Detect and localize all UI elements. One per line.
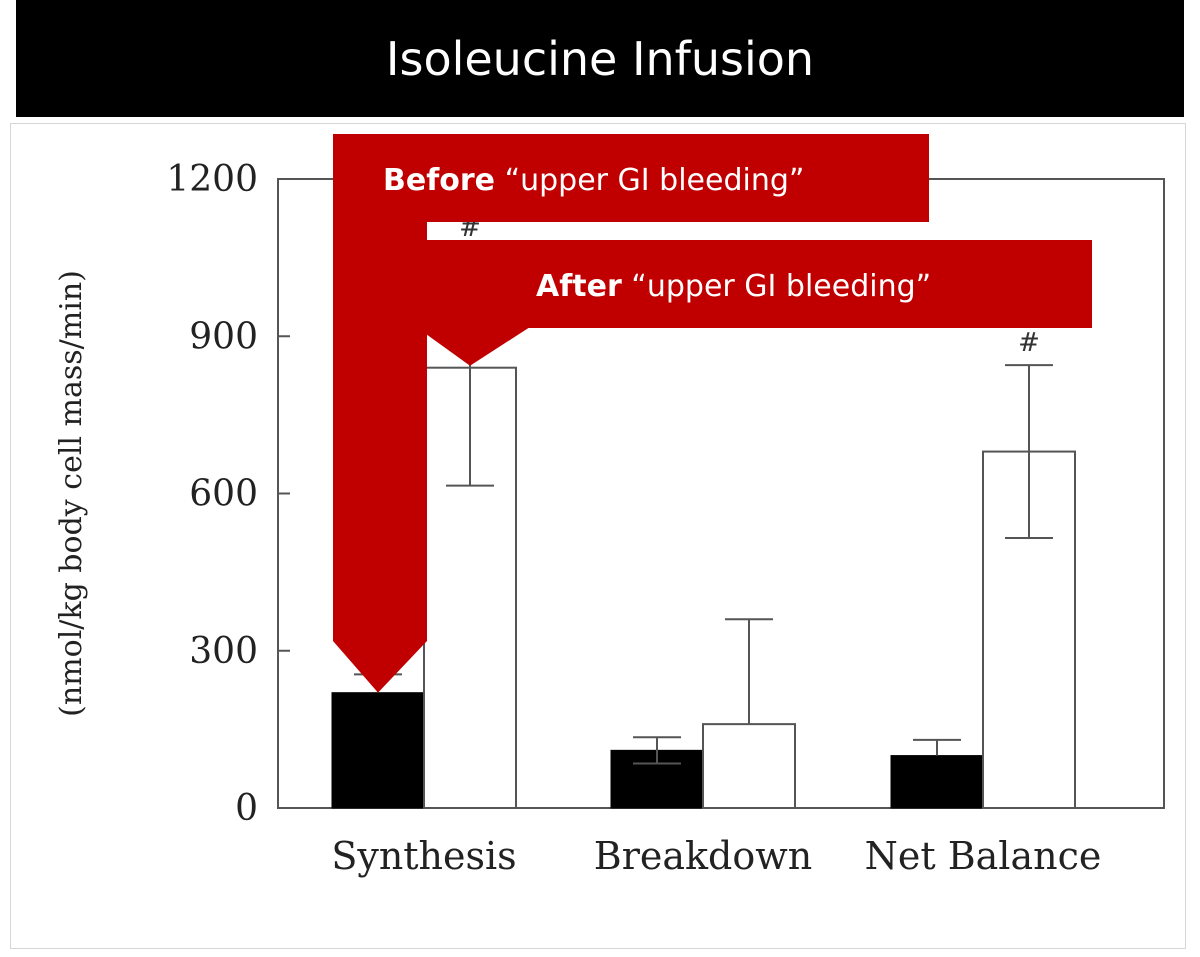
x-tick-label: Breakdown <box>594 834 812 878</box>
callout-bold-word: After <box>536 269 622 304</box>
callout-quote: “upper GI bleeding” <box>622 269 931 304</box>
bar-chart: 0 300 600 900 1200 (nmol/kg body cell mass/mi… <box>54 134 1165 878</box>
bar-before-synthesis <box>331 692 425 809</box>
callout-before-label: Before “upper GI bleeding” <box>383 163 804 198</box>
y-axis-label: (nmol/kg body cell mass/min) <box>54 270 89 717</box>
y-tick-label: 900 <box>189 316 258 357</box>
x-tick-label: Synthesis <box>331 834 516 878</box>
callout-before-pointer <box>333 221 427 693</box>
callout-after-pointer <box>426 327 531 366</box>
y-tick-label: 600 <box>189 474 258 515</box>
callout-bold-word: Before <box>383 163 495 198</box>
slide-title: Isoleucine Infusion <box>16 0 1184 117</box>
chart-frame: 0 300 600 900 1200 (nmol/kg body cell mass/mi… <box>10 123 1186 949</box>
y-tick-label: 300 <box>189 631 258 672</box>
callout-quote: “upper GI bleeding” <box>495 163 804 198</box>
callout-after-banner <box>426 240 1092 328</box>
bar-before-net-balance <box>890 755 984 809</box>
y-tick-label: 0 <box>235 788 258 829</box>
callout-after-label: After “upper GI bleeding” <box>536 269 931 304</box>
callout-before-banner <box>333 134 929 222</box>
y-tick-label: 1200 <box>166 159 258 200</box>
significance-mark: # <box>1018 328 1040 358</box>
bar-after-breakdown <box>702 723 796 810</box>
x-tick-label: Net Balance <box>865 834 1102 878</box>
